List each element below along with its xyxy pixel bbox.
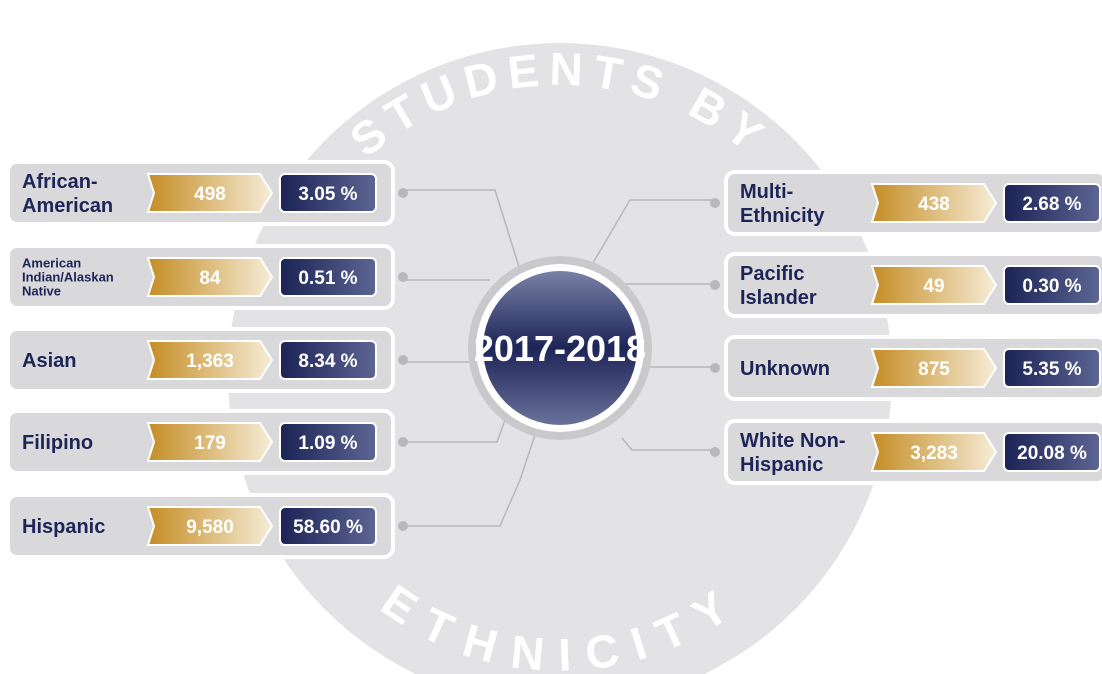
percent-badge	[279, 340, 377, 380]
row-label: Asian	[22, 350, 76, 372]
count: 179	[194, 433, 226, 454]
ethnicity-row: White Non-Hispanic 3,283 20.08 %	[710, 419, 1102, 485]
connector-dot	[398, 437, 408, 447]
label-line: Unknown	[740, 358, 830, 380]
label-line: Hispanic	[740, 454, 823, 476]
ethnicity-row: American Indian/Alaskan Native 84 0.51 %	[6, 244, 408, 310]
count: 9,580	[186, 517, 234, 538]
percent: 0.51 %	[298, 268, 357, 289]
connector-dot	[710, 363, 720, 373]
row-label: Pacific Islander	[740, 263, 817, 309]
count: 49	[923, 276, 944, 297]
count-badge	[146, 173, 274, 213]
label-line: Islander	[740, 287, 817, 309]
count-badge	[870, 183, 998, 223]
row-label: African-American	[22, 171, 113, 217]
count-badge	[146, 422, 274, 462]
row-label: Filipino	[22, 432, 93, 454]
connectors	[403, 189, 715, 527]
count: 3,283	[910, 443, 958, 464]
count-badge	[870, 265, 998, 305]
count-badge	[146, 340, 274, 380]
connector-dot	[398, 521, 408, 531]
percent-badge	[279, 257, 377, 297]
count-badge	[146, 257, 274, 297]
center-disc	[483, 271, 637, 425]
row-label: Unknown	[740, 358, 830, 380]
row-label: Hispanic	[22, 516, 105, 538]
percent: 20.08 %	[1017, 443, 1087, 464]
row-label: Multi-Ethnicity	[740, 181, 825, 227]
percent: 8.34 %	[298, 351, 357, 372]
count: 84	[199, 268, 221, 289]
label-line: White Non-	[740, 430, 846, 452]
count-badge	[870, 432, 998, 472]
percent-badge	[279, 422, 377, 462]
count: 438	[918, 194, 950, 215]
label-line: Indian/Alaskan	[22, 270, 114, 285]
label-line: Ethnicity	[740, 205, 825, 227]
ethnicity-row: Unknown 875 5.35 %	[710, 335, 1102, 401]
connector-dot	[710, 280, 720, 290]
ethnicity-row: African-American 498 3.05 %	[6, 160, 408, 226]
percent: 5.35 %	[1022, 359, 1081, 380]
label-line: Native	[22, 284, 61, 299]
percent: 3.05 %	[298, 184, 357, 205]
center-label: 2017-2018	[474, 328, 646, 369]
label-line: Pacific	[740, 263, 804, 285]
count: 875	[918, 359, 950, 380]
percent-badge	[1003, 183, 1101, 223]
percent: 0.30 %	[1022, 276, 1081, 297]
label-line: American	[22, 195, 113, 217]
count-badge	[146, 506, 274, 546]
label-line: American	[22, 256, 81, 271]
percent-badge	[279, 173, 377, 213]
percent-badge	[1003, 432, 1101, 472]
percent: 58.60 %	[293, 517, 363, 538]
percent-badge	[1003, 265, 1101, 305]
label-line: African-	[22, 171, 98, 193]
ethnicity-row: Asian 1,363 8.34 %	[6, 327, 408, 393]
connector-dot	[398, 272, 408, 282]
connector-dot	[710, 447, 720, 457]
ethnicity-row: Hispanic 9,580 58.60 %	[6, 493, 408, 559]
count-badge	[870, 348, 998, 388]
ethnicity-row: Pacific Islander 49 0.30 %	[710, 252, 1102, 318]
percent: 1.09 %	[298, 433, 357, 454]
label-line: Multi-	[740, 181, 793, 203]
connector-dot	[710, 198, 720, 208]
row-label: American Indian/Alaskan Native	[22, 256, 114, 299]
percent: 2.68 %	[1022, 194, 1081, 215]
label-line: Filipino	[22, 432, 93, 454]
ethnicity-row: Filipino 179 1.09 %	[6, 409, 408, 475]
count: 1,363	[186, 351, 234, 372]
percent-badge	[279, 506, 377, 546]
connector-dot	[398, 188, 408, 198]
label-line: Hispanic	[22, 516, 105, 538]
percent-badge	[1003, 348, 1101, 388]
ethnicity-row: Multi-Ethnicity 438 2.68 %	[710, 170, 1102, 236]
count: 498	[194, 184, 226, 205]
connector-dot	[398, 355, 408, 365]
row-label: White Non-Hispanic	[740, 430, 846, 476]
label-line: Asian	[22, 350, 76, 372]
